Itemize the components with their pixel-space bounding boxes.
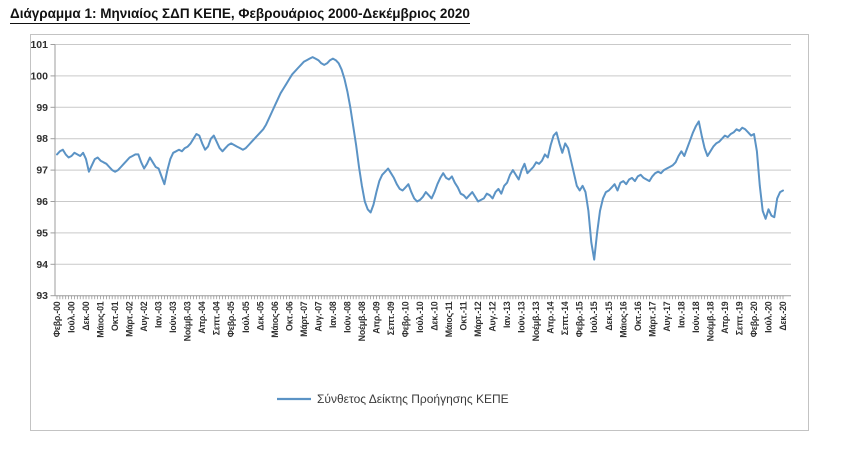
x-tick-label: Μάιος-11	[444, 301, 454, 337]
x-tick-label: Οκτ.-16	[633, 301, 643, 331]
series-line-group	[56, 56, 784, 261]
x-tick-label: Αυγ.-07	[313, 301, 323, 331]
y-tick-label: 99	[36, 102, 48, 114]
x-tick-label: Οκτ.-06	[284, 301, 294, 331]
x-axis-month-ticks	[56, 295, 784, 300]
x-tick-label: Φεβρ.-00	[52, 301, 62, 337]
x-axis-labels: Φεβρ.-00 Ιούλ.-00 Δεκ.-00 Μάιος-01 Οκτ.-01 Μά…	[52, 301, 788, 341]
x-tick-label: Ιούλ.-05	[241, 301, 251, 333]
legend: Σύνθετος Δείκτης Προήγησης ΚΕΠΕ	[277, 392, 509, 406]
x-tick-label: Σεπτ.-14	[560, 301, 570, 335]
x-tick-label: Δεκ.-15	[604, 301, 614, 330]
gridlines	[55, 44, 791, 297]
x-tick-label: Ιαν.-18	[676, 301, 686, 328]
legend-label: Σύνθετος Δείκτης Προήγησης ΚΕΠΕ	[317, 392, 509, 406]
y-tick-label: 98	[36, 133, 48, 145]
x-tick-label: Ιούλ.-00	[67, 301, 77, 333]
y-tick-label: 100	[30, 70, 48, 82]
y-tick-label: 94	[36, 259, 48, 271]
x-tick-label: Αυγ.-12	[488, 301, 498, 331]
y-tick-label: 96	[36, 196, 48, 208]
x-tick-label: Ιούν.-18	[691, 301, 701, 333]
x-tick-label: Ιαν.-08	[328, 301, 338, 328]
x-tick-label: Απρ.-19	[720, 301, 730, 334]
x-tick-label: Μάρτ.-17	[647, 301, 657, 337]
x-tick-label: Αυγ.-17	[662, 301, 672, 331]
x-tick-label: Δεκ.-10	[430, 301, 440, 330]
x-tick-label: Σεπτ.-04	[212, 301, 222, 335]
x-tick-label: Ιούλ.-15	[589, 301, 599, 333]
x-tick-label: Μάιος-16	[618, 301, 628, 338]
x-tick-label: Ιούν.-03	[168, 301, 178, 333]
x-tick-label: Νοέμβ.-13	[531, 301, 541, 341]
chart-title: Διάγραμμα 1: Μηνιαίος ΣΔΠ ΚΕΠΕ, Φεβρουάρ…	[10, 6, 470, 24]
x-tick-label: Απρ.-04	[197, 301, 207, 334]
x-tick-label: Φεβρ.-15	[575, 301, 585, 337]
x-tick-label: Ιαν.-13	[502, 301, 512, 328]
x-tick-label: Ιούν.-08	[342, 301, 352, 333]
x-tick-label: Δεκ.-20	[778, 301, 788, 330]
y-axis	[50, 44, 56, 297]
x-tick-label: Νοέμβ.-03	[183, 301, 193, 341]
x-tick-label: Νοέμβ.-18	[705, 301, 715, 341]
x-tick-label: Φεβρ.-10	[400, 301, 410, 337]
x-tick-label: Φεβρ.-05	[226, 301, 236, 337]
x-tick-label: Οκτ.-01	[110, 301, 120, 331]
x-tick-label: Δεκ.-05	[255, 301, 265, 330]
x-tick-label: Ιούν.-13	[517, 301, 527, 333]
x-tick-label: Οκτ.-11	[459, 301, 469, 330]
x-tick-label: Μάρτ.-12	[473, 301, 483, 337]
x-tick-label: Μάρτ.-07	[299, 301, 309, 337]
x-tick-label: Σεπτ.-19	[734, 301, 744, 335]
x-tick-label: Νοέμβ.-08	[357, 301, 367, 341]
x-tick-label: Δεκ.-00	[81, 301, 91, 330]
x-tick-label: Ιούλ.-10	[415, 301, 425, 333]
y-tick-label: 97	[36, 165, 48, 177]
x-tick-label: Μάιος-06	[270, 301, 280, 338]
y-tick-label: 95	[36, 227, 48, 239]
x-tick-label: Ιαν.-03	[154, 301, 164, 328]
y-tick-label: 101	[30, 39, 48, 51]
x-tick-label: Μάιος-01	[96, 301, 106, 338]
x-tick-label: Απρ.-09	[371, 301, 381, 334]
series-line-kepe	[56, 56, 784, 261]
y-axis-labels: 93 94 95 96 97 98 99 100 101	[30, 39, 48, 302]
x-tick-label: Σεπτ.-09	[386, 301, 396, 335]
x-tick-label: Ιούλ.-20	[763, 301, 773, 333]
y-tick-label: 93	[36, 290, 48, 302]
x-tick-label: Φεβρ.-20	[749, 301, 759, 337]
x-tick-label: Μάρτ.-02	[125, 301, 135, 337]
x-tick-label: Αυγ.-02	[139, 301, 149, 331]
x-tick-label: Απρ.-14	[546, 301, 556, 334]
